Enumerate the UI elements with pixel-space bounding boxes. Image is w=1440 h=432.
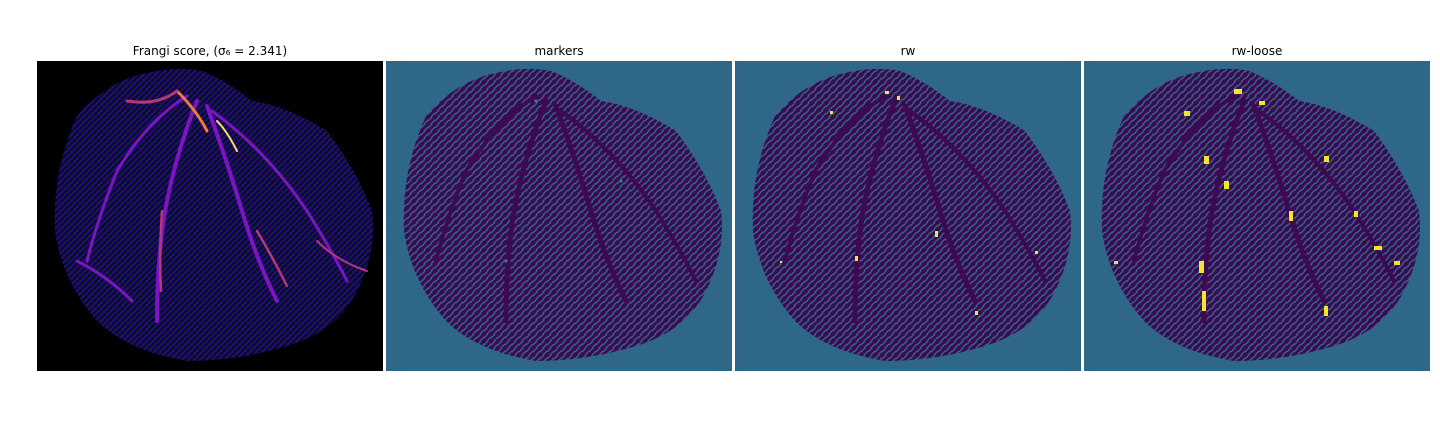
rw-map [735,61,1081,371]
frangi-title: Frangi score, (σ₆ = 2.341) [133,44,287,58]
markers-image [386,61,732,371]
frangi-heatmap [37,61,383,371]
markers-map [386,61,732,371]
panel-markers: markers [386,44,732,371]
rw-loose-map [1084,61,1430,371]
rw-loose-title: rw-loose [1232,44,1283,58]
rw-loose-image [1084,61,1430,371]
panel-rw: rw [735,44,1081,371]
frangi-image [37,61,383,371]
rw-title: rw [901,44,916,58]
markers-title: markers [534,44,583,58]
panel-rw-loose: rw-loose [1084,44,1430,371]
panel-title: markers [386,44,732,58]
panel-frangi: Frangi score, (σ₆ = 2.341) [37,44,383,371]
panel-title: rw-loose [1084,44,1430,58]
panel-title: Frangi score, (σ₆ = 2.341) [37,44,383,58]
panel-title: rw [735,44,1081,58]
rw-image [735,61,1081,371]
